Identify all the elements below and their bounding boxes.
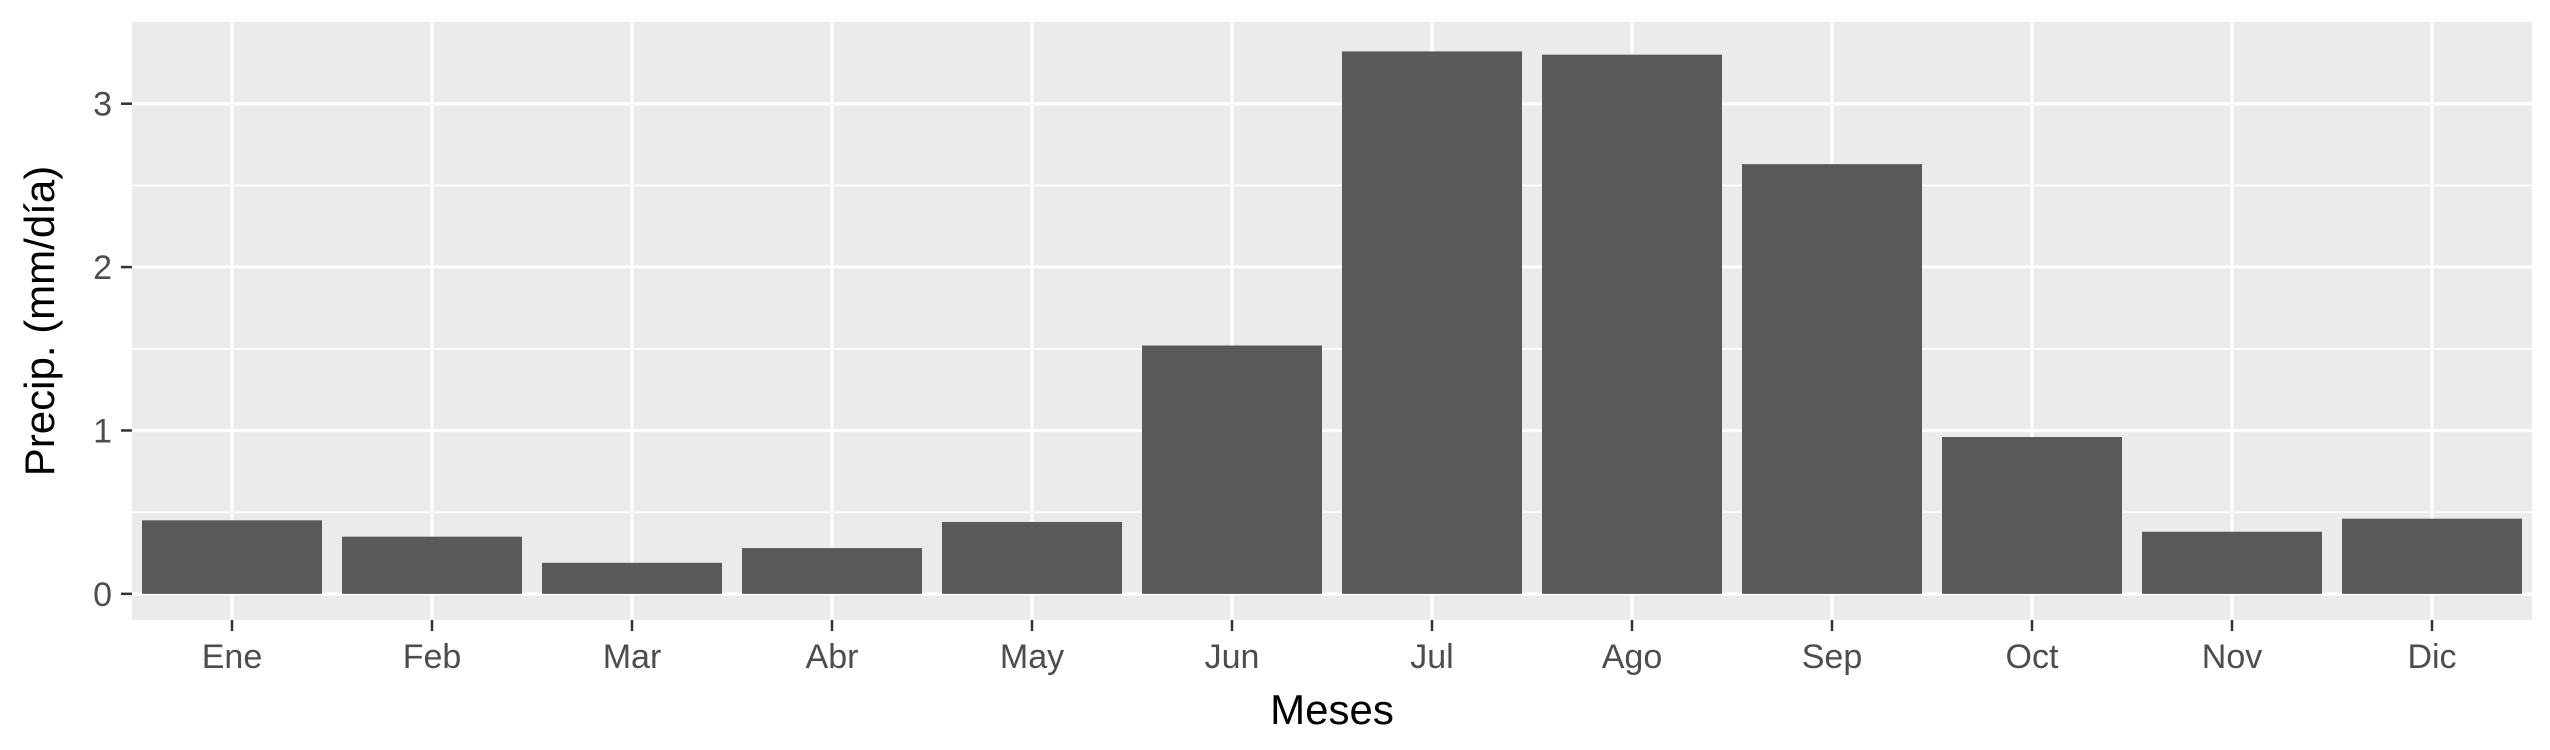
y-axis-title: Precip. (mm/día) <box>16 166 63 476</box>
y-tick-label: 0 <box>93 576 112 614</box>
x-tick-label-sep: Sep <box>1802 638 1863 676</box>
bar-jul <box>1342 51 1522 594</box>
x-tick-label-jun: Jun <box>1205 638 1260 676</box>
x-tick-label-nov: Nov <box>2202 638 2262 676</box>
bar-sep <box>1742 164 1922 594</box>
bar-jun <box>1142 345 1322 594</box>
x-tick-label-oct: Oct <box>2006 638 2059 676</box>
bar-may <box>942 521 1122 594</box>
y-axis: 0 1 2 3 <box>93 86 132 614</box>
x-tick-label-ago: Ago <box>1602 638 1663 676</box>
y-tick-label: 1 <box>93 412 112 450</box>
x-axis-title: Meses <box>1270 686 1394 733</box>
bar-ene <box>142 520 322 594</box>
x-tick-label-may: May <box>1000 638 1064 676</box>
bar-feb <box>342 536 522 594</box>
bar-mar <box>542 562 722 594</box>
x-tick-label-jul: Jul <box>1410 638 1453 676</box>
grid-minor <box>132 184 2532 513</box>
plot-panel <box>132 22 2532 620</box>
bar-dic <box>2342 518 2522 594</box>
y-tick-label: 3 <box>93 86 112 124</box>
x-tick-label-abr: Abr <box>806 638 859 676</box>
bars <box>142 51 2522 594</box>
y-tick-label: 2 <box>93 249 112 287</box>
x-tick-label-mar: Mar <box>603 638 662 676</box>
bar-oct <box>1942 437 2122 594</box>
bar-abr <box>742 548 922 594</box>
bar-ago <box>1542 54 1722 594</box>
x-tick-label-feb: Feb <box>403 638 462 676</box>
x-axis: Ene Feb Mar Abr May Jun Jul Ago Sep Oct Nov Dic <box>202 620 2457 676</box>
x-tick-label-ene: Ene <box>202 638 263 676</box>
bar-nov <box>2142 531 2322 594</box>
x-tick-label-dic: Dic <box>2407 638 2456 676</box>
